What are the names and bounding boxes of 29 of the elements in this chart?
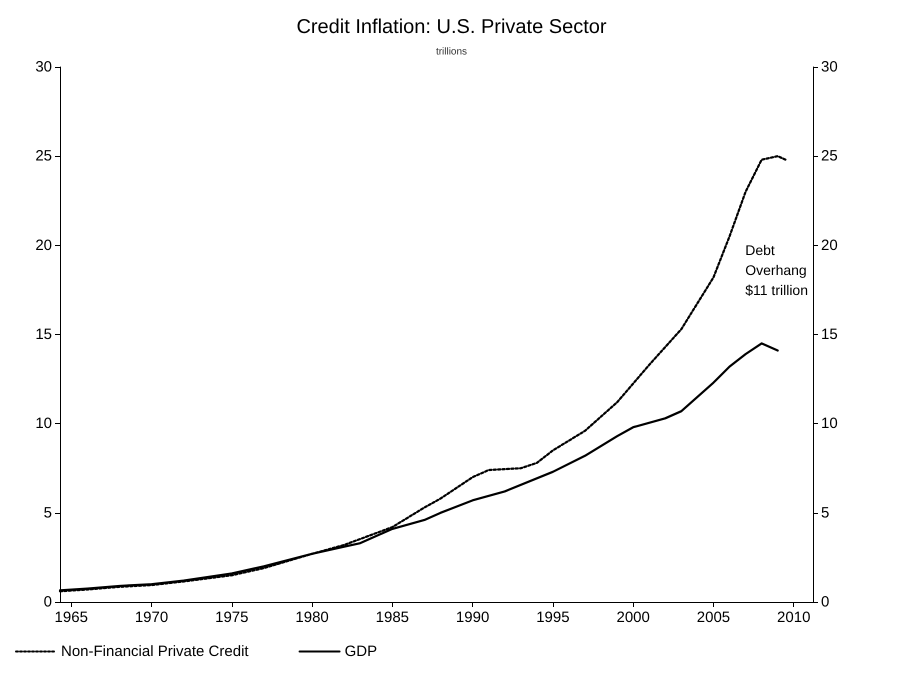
y2-tick-label: 20 — [821, 236, 838, 254]
x-tick-label: 1990 — [456, 609, 490, 626]
x-tick-label: 1995 — [536, 609, 570, 626]
x-tick-label: 1975 — [215, 609, 248, 626]
chart-subtitle: trillions — [436, 46, 468, 58]
x-tick-label: 2010 — [777, 609, 810, 626]
y-tick-label: 30 — [35, 58, 52, 76]
legend-label: GDP — [344, 643, 378, 660]
y-tick-label: 20 — [35, 236, 52, 254]
x-tick-label: 1970 — [134, 609, 168, 626]
x-tick-label: 2000 — [616, 609, 650, 626]
y-tick-label: 0 — [44, 594, 52, 610]
x-tick-label: 1965 — [54, 609, 88, 626]
x-tick-label: 1980 — [295, 609, 329, 626]
x-tick-label: 1985 — [376, 609, 410, 626]
y-tick-label: 10 — [35, 415, 52, 432]
y2-tick-label: 5 — [821, 504, 830, 522]
y2-tick-label: 25 — [821, 148, 838, 165]
y-tick-label: 15 — [35, 326, 52, 343]
y-tick-label: 5 — [44, 504, 52, 522]
y2-tick-label: 10 — [821, 415, 838, 432]
y2-tick-label: 15 — [821, 326, 838, 343]
y2-tick-label: 30 — [821, 58, 838, 76]
chart-title: Credit Inflation: U.S. Private Sector — [296, 16, 607, 38]
legend-label: Non-Financial Private Credit — [61, 643, 250, 660]
y-tick-label: 25 — [35, 148, 52, 165]
y2-tick-label: 0 — [821, 594, 830, 610]
x-tick-label: 2005 — [696, 609, 730, 626]
annotation: Debt Overhang $11 trillion — [745, 242, 808, 298]
